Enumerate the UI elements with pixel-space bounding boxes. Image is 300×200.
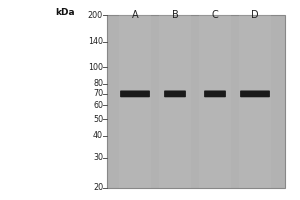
- FancyBboxPatch shape: [204, 90, 226, 97]
- FancyBboxPatch shape: [119, 15, 151, 188]
- Text: 70: 70: [93, 89, 103, 98]
- Text: 100: 100: [88, 63, 103, 72]
- FancyBboxPatch shape: [159, 15, 191, 188]
- Text: 140: 140: [88, 37, 103, 46]
- Text: B: B: [172, 10, 178, 20]
- FancyBboxPatch shape: [164, 90, 186, 97]
- FancyBboxPatch shape: [240, 90, 270, 97]
- FancyBboxPatch shape: [120, 90, 150, 97]
- Text: D: D: [251, 10, 259, 20]
- Text: 40: 40: [93, 131, 103, 140]
- Text: 60: 60: [93, 101, 103, 110]
- Text: kDa: kDa: [56, 8, 75, 17]
- Text: C: C: [212, 10, 218, 20]
- Text: 30: 30: [93, 153, 103, 162]
- Text: 50: 50: [93, 115, 103, 124]
- FancyBboxPatch shape: [107, 15, 285, 188]
- Text: 200: 200: [88, 10, 103, 20]
- Text: 80: 80: [93, 79, 103, 88]
- Text: A: A: [132, 10, 138, 20]
- Text: 20: 20: [93, 184, 103, 192]
- FancyBboxPatch shape: [239, 15, 271, 188]
- FancyBboxPatch shape: [199, 15, 231, 188]
